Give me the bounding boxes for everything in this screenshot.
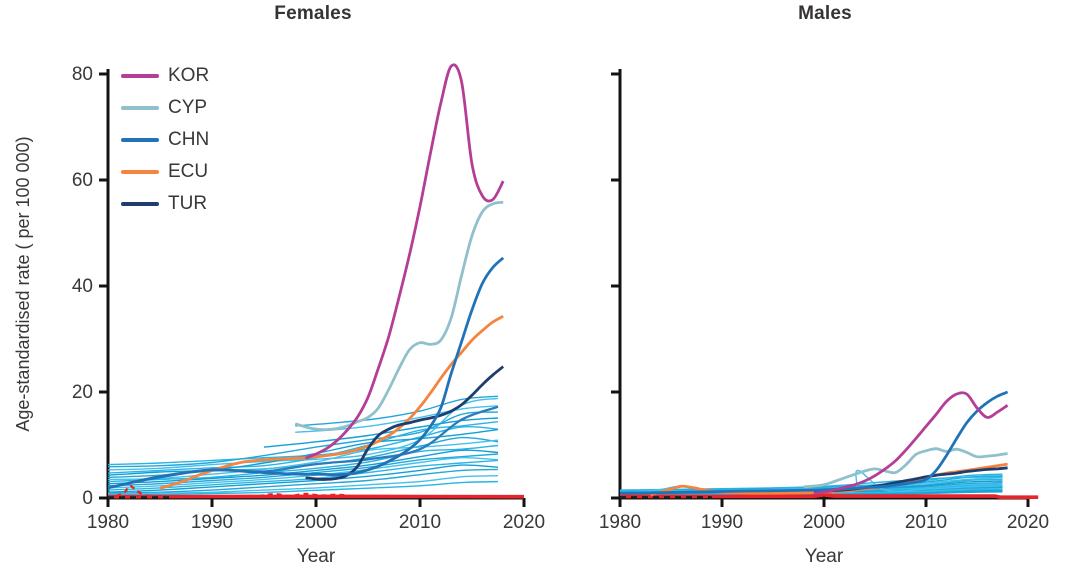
background-line — [107, 468, 499, 494]
background-line — [107, 444, 499, 483]
panel-title-males: Males — [798, 3, 852, 24]
legend-label-cyp: CYP — [168, 97, 208, 118]
axes-males — [611, 69, 1030, 507]
mortality-line-dashed — [258, 492, 353, 498]
legend-swatch-chn — [121, 138, 159, 142]
legend-swatch-kor — [121, 74, 159, 78]
mortality-line-solid — [619, 493, 1039, 499]
x-axis-label-males: Year — [804, 546, 844, 567]
legend: KOR CYP CHN ECU TUR — [121, 60, 209, 220]
x-tick-label: 1990 — [700, 512, 744, 533]
x-tick-label: 2010 — [398, 512, 442, 533]
series-line-chn — [619, 390, 1009, 495]
legend-item-chn: CHN — [121, 124, 209, 156]
x-axis-label-females: Year — [296, 546, 336, 567]
background-line — [107, 397, 499, 471]
x-tick-label: 2020 — [1006, 512, 1050, 533]
x-tick-label: 1980 — [598, 512, 642, 533]
series-line-cyp — [294, 200, 504, 432]
series-line-cyp — [803, 447, 1008, 489]
legend-item-tur: TUR — [121, 188, 209, 220]
legend-label-chn: CHN — [168, 129, 210, 150]
background-line — [107, 464, 499, 493]
x-tick-label: 2020 — [502, 512, 546, 533]
legend-label-tur: TUR — [168, 193, 208, 214]
legend-item-kor: KOR — [121, 60, 209, 92]
legend-item-ecu: ECU — [121, 156, 209, 188]
y-tick-label: 0 — [82, 488, 93, 509]
x-tick-label: 2000 — [802, 512, 846, 533]
x-tick-label: 2010 — [904, 512, 948, 533]
panel-title-females: Females — [274, 3, 352, 24]
y-tick-label: 60 — [71, 170, 93, 191]
series-line-kor — [305, 63, 505, 460]
y-axis-label: Age-standardised rate ( per 100 000) — [13, 136, 33, 432]
legend-swatch-tur — [121, 202, 159, 206]
mortality-line-dashed — [115, 484, 155, 498]
x-tick-label: 1980 — [86, 512, 130, 533]
x-tick-label: 1990 — [190, 512, 234, 533]
series-line-kor — [813, 391, 1009, 495]
y-tick-label: 20 — [71, 382, 93, 403]
y-tick-label: 80 — [71, 64, 93, 85]
legend-label-kor: KOR — [168, 65, 210, 86]
legend-swatch-cyp — [121, 106, 159, 110]
series-line-tur — [305, 365, 505, 481]
mortality-line-dashed — [808, 492, 840, 498]
series-line-ecu — [159, 314, 504, 490]
background-line — [107, 439, 499, 481]
series-line-chn — [107, 256, 505, 490]
legend-label-ecu: ECU — [168, 161, 209, 182]
legend-item-cyp: CYP — [121, 92, 209, 124]
background-line — [107, 411, 499, 468]
legend-swatch-ecu — [121, 170, 159, 174]
background-line — [295, 395, 499, 427]
y-tick-label: 40 — [71, 276, 93, 297]
background-line — [107, 480, 499, 496]
x-tick-label: 2000 — [294, 512, 338, 533]
background-line — [107, 449, 499, 485]
background-line — [107, 475, 499, 495]
